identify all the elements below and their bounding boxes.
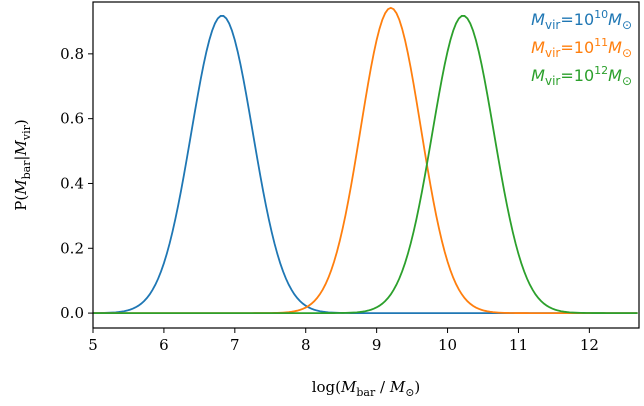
legend-entry-3: Mvir=1012M⊙ [531,64,632,88]
legend-entry-1: Mvir=1010M⊙ [531,8,632,32]
y-axis-label: P(Mbar|Mvir) [12,119,33,210]
x-tick-label: 11 [509,336,528,354]
y-tick-label: 0.6 [60,110,84,128]
x-tick-label: 10 [438,336,457,354]
y-tick-label: 0.0 [60,304,84,322]
y-axis: 0.0 0.2 0.4 0.6 0.8 [60,45,93,322]
x-tick-label: 6 [159,336,169,354]
x-axis-label: log(Mbar / M⊙) [312,378,421,399]
y-tick-label: 0.2 [60,239,84,257]
x-tick-label: 5 [88,336,98,354]
x-tick-label: 7 [230,336,240,354]
legend: Mvir=1010M⊙ Mvir=1011M⊙ Mvir=1012M⊙ [531,8,632,88]
series-layer [93,6,638,314]
x-tick-label: 9 [372,336,382,354]
x-tick-label: 8 [301,336,311,354]
plot-frame [92,1,640,329]
legend-entry-2: Mvir=1011M⊙ [531,36,632,60]
series-line-1 [93,15,638,314]
y-tick-label: 0.8 [60,45,84,63]
x-axis: 5 6 7 8 9 10 11 12 [88,328,599,354]
series-line-3 [93,15,638,314]
x-tick-label: 12 [580,336,599,354]
y-tick-label: 0.4 [60,174,84,192]
